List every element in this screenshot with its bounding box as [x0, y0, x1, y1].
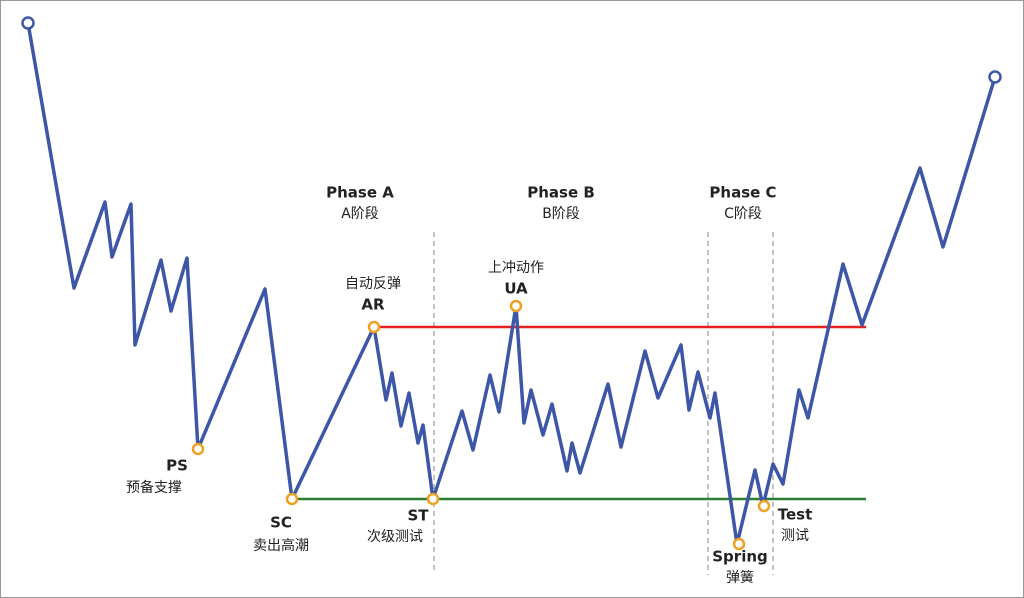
start-point	[21, 16, 35, 30]
phase-title: Phase A	[326, 184, 394, 202]
event-point	[191, 442, 205, 456]
event-points	[191, 299, 771, 551]
event-code: PS	[166, 457, 188, 475]
phase-subtitle: C阶段	[724, 206, 762, 222]
event-point	[367, 320, 381, 334]
event-label: 卖出高潮	[253, 537, 309, 554]
phase-title: Phase B	[527, 184, 595, 202]
phase-subtitle: A阶段	[341, 206, 379, 222]
event-label: 自动反弹	[345, 276, 401, 292]
event-code: Test	[778, 506, 813, 524]
event-point	[285, 492, 299, 506]
phase-subtitle: B阶段	[542, 206, 580, 222]
price-path	[26, 22, 997, 546]
end-point	[988, 70, 1002, 84]
event-code: ST	[407, 507, 429, 525]
event-code: SC	[270, 514, 292, 532]
event-point	[732, 537, 746, 551]
event-point	[509, 299, 523, 313]
event-label: 弹簧	[726, 570, 754, 586]
event-label: 上冲动作	[488, 260, 544, 276]
event-label: 预备支撑	[126, 479, 182, 496]
event-code: Spring	[712, 548, 768, 566]
event-code: AR	[361, 296, 385, 314]
event-label: 测试	[781, 528, 809, 544]
event-code: UA	[504, 280, 528, 298]
phase-title: Phase C	[709, 184, 776, 202]
event-point	[757, 499, 771, 513]
event-label: 次级测试	[367, 529, 423, 545]
event-point	[426, 492, 440, 506]
